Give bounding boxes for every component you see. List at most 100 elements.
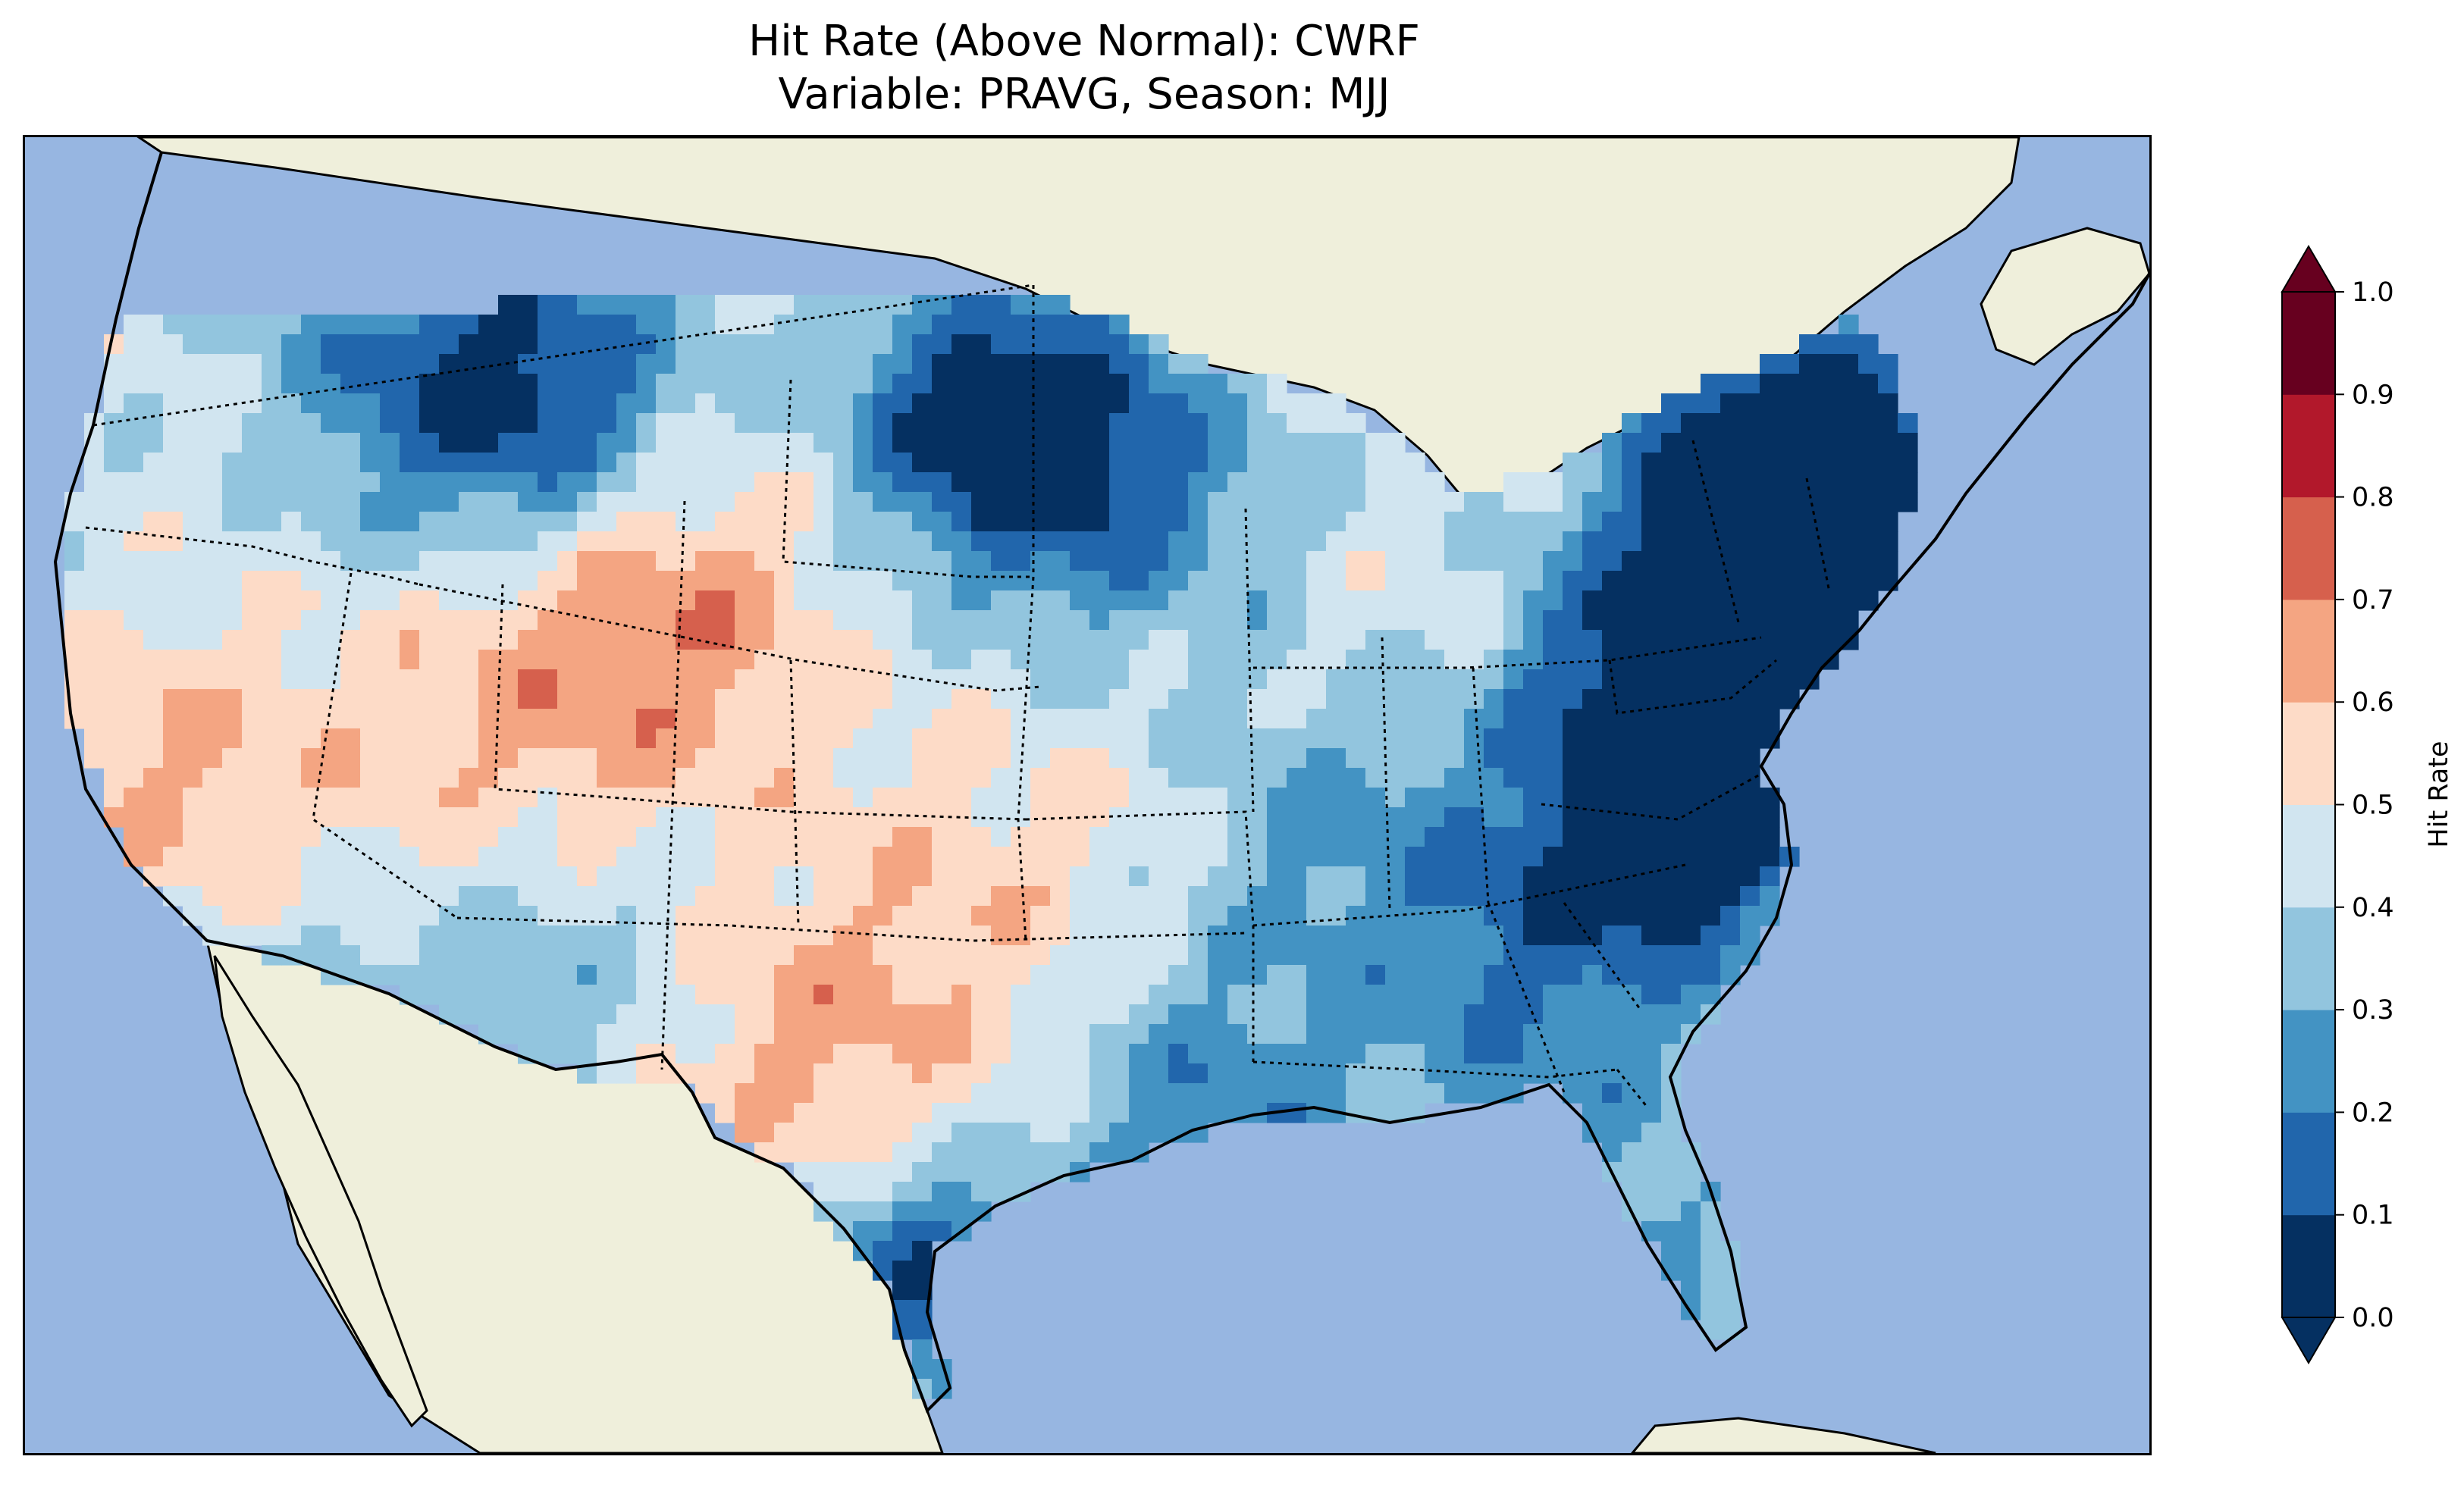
grid-cell: [262, 551, 282, 572]
grid-cell: [281, 472, 302, 493]
grid-cell: [912, 472, 933, 493]
grid-cell: [912, 926, 933, 946]
grid-cell: [1543, 768, 1563, 788]
grid-cell: [616, 590, 637, 611]
grid-cell: [932, 1083, 952, 1104]
grid-cell: [1208, 827, 1228, 847]
grid-cell: [163, 393, 183, 414]
grid-cell: [380, 748, 400, 769]
grid-cell: [912, 1142, 933, 1163]
grid-cell: [1523, 886, 1544, 907]
grid-cell: [1385, 571, 1406, 591]
grid-cell: [301, 906, 321, 926]
grid-cell: [143, 728, 164, 749]
grid-cell: [1149, 768, 1169, 788]
grid-cell: [932, 689, 952, 709]
grid-cell: [853, 472, 873, 493]
grid-cell: [1503, 472, 1524, 493]
grid-cell: [912, 709, 933, 729]
grid-cell: [715, 1044, 735, 1064]
grid-cell: [202, 453, 223, 473]
grid-cell: [518, 689, 538, 709]
grid-cell: [853, 788, 873, 808]
grid-cell: [656, 433, 676, 453]
grid-cell: [597, 354, 617, 374]
grid-cell: [813, 315, 834, 335]
grid-cell: [262, 315, 282, 335]
grid-cell: [64, 590, 85, 611]
grid-cell: [715, 1103, 735, 1123]
grid-cell: [1227, 1004, 1248, 1025]
grid-cell: [1168, 965, 1189, 985]
grid-cell: [419, 610, 440, 631]
grid-cell: [1661, 807, 1682, 828]
grid-cell: [873, 728, 893, 749]
grid-cell: [380, 728, 400, 749]
grid-cell: [813, 1201, 834, 1222]
grid-cell: [360, 689, 381, 709]
grid-cell: [695, 590, 716, 611]
grid-cell: [301, 807, 321, 828]
grid-cell: [301, 590, 321, 611]
grid-cell: [1306, 1044, 1327, 1064]
grid-cell: [202, 886, 223, 907]
grid-cell: [1227, 1024, 1248, 1045]
grid-cell: [1405, 728, 1425, 749]
grid-cell: [616, 709, 637, 729]
grid-cell: [912, 1123, 933, 1143]
grid-cell: [459, 650, 479, 670]
grid-cell: [1168, 571, 1189, 591]
grid-cell: [1503, 492, 1524, 512]
grid-cell: [1503, 906, 1524, 926]
grid-cell: [1582, 709, 1603, 729]
grid-cell: [1661, 453, 1682, 473]
grid-cell: [1760, 512, 1780, 532]
grid-cell: [321, 748, 341, 769]
grid-cell: [301, 334, 321, 355]
grid-cell: [1661, 1142, 1682, 1163]
grid-cell: [1287, 709, 1307, 729]
grid-cell: [1563, 571, 1583, 591]
grid-cell: [1030, 709, 1051, 729]
grid-cell: [1523, 926, 1544, 946]
grid-cell: [1070, 866, 1090, 887]
grid-cell: [1149, 453, 1169, 473]
grid-cell: [656, 492, 676, 512]
grid-cell: [518, 374, 538, 394]
grid-cell: [1425, 650, 1445, 670]
grid-cell: [932, 315, 952, 335]
grid-cell: [1287, 945, 1307, 966]
grid-cell: [1109, 748, 1130, 769]
grid-cell: [478, 630, 499, 650]
grid-cell: [1582, 985, 1603, 1005]
grid-cell: [833, 807, 854, 828]
grid-cell: [1188, 472, 1208, 493]
grid-cell: [1247, 1044, 1268, 1064]
grid-cell: [1109, 650, 1130, 670]
grid-cell: [1681, 413, 1701, 434]
grid-cell: [281, 807, 302, 828]
grid-cell: [932, 453, 952, 473]
grid-cell: [380, 669, 400, 690]
grid-cell: [1779, 354, 1800, 374]
grid-cell: [1701, 374, 1721, 394]
grid-cell: [360, 965, 381, 985]
grid-cell: [1858, 492, 1879, 512]
grid-cell: [1720, 827, 1741, 847]
grid-cell: [1346, 531, 1366, 552]
grid-cell: [1050, 393, 1071, 414]
grid-cell: [1681, 1221, 1701, 1242]
grid-cell: [1405, 1024, 1425, 1045]
grid-cell: [932, 1004, 952, 1025]
grid-cell: [1523, 531, 1544, 552]
grid-cell: [892, 374, 913, 394]
grid-cell: [1306, 492, 1327, 512]
grid-cell: [538, 906, 558, 926]
grid-cell: [1779, 512, 1800, 532]
colorbar-extend-max: [2281, 245, 2337, 293]
grid-cell: [1267, 965, 1287, 985]
grid-cell: [64, 709, 85, 729]
grid-cell: [971, 650, 992, 670]
grid-cell: [853, 374, 873, 394]
grid-cell: [1563, 985, 1583, 1005]
